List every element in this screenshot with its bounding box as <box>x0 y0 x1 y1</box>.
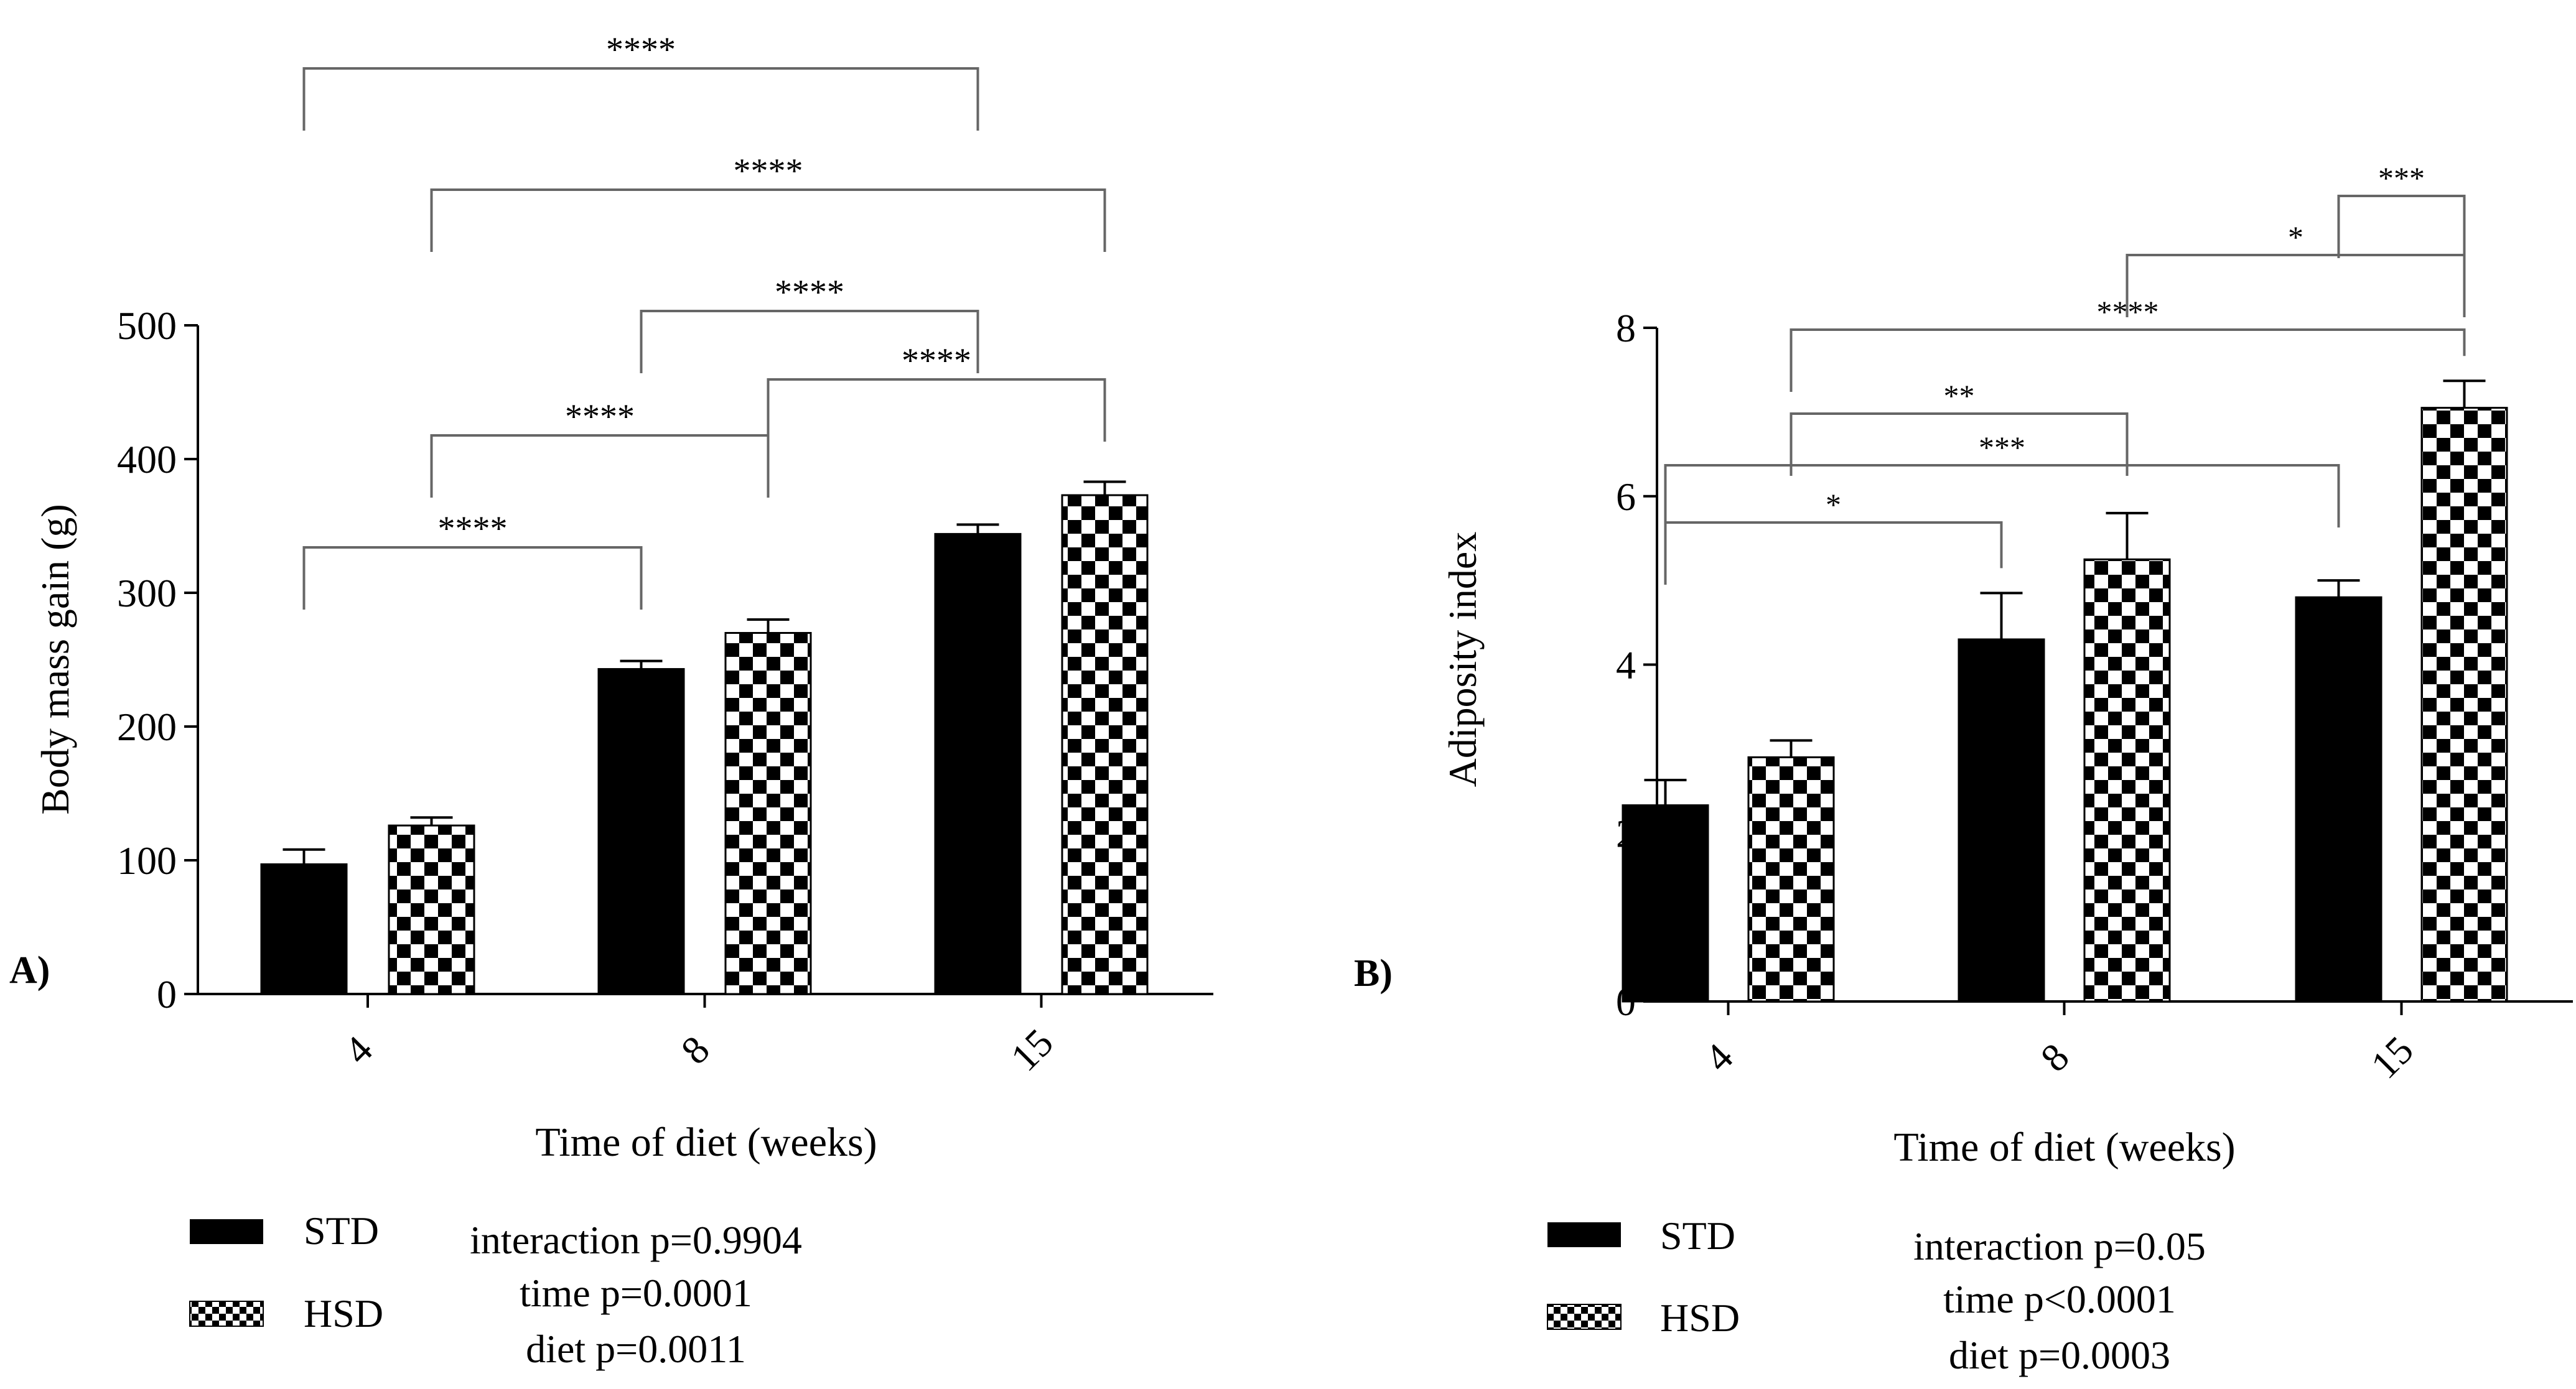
y-tick-label: 400 <box>117 437 177 481</box>
bar-std-15 <box>934 532 1022 995</box>
x-tick-label: 15 <box>1002 1020 1062 1079</box>
bar-std-4 <box>1622 804 1709 1003</box>
significance-bracket <box>1664 521 2003 585</box>
bar-hsd-4 <box>1747 756 1835 1003</box>
x-tick-label: 4 <box>1696 1034 1742 1080</box>
y-tick-label: 300 <box>117 571 177 615</box>
stats-line: diet p=0.0003 <box>1949 1333 2170 1377</box>
significance-label: **** <box>565 397 635 436</box>
bar-std-8 <box>1958 638 2045 1003</box>
significance-bracket <box>2337 195 2466 258</box>
y-tick-label: 200 <box>117 705 177 749</box>
legend-swatch-std <box>190 1219 263 1244</box>
significance-label: **** <box>606 30 676 69</box>
stats-line: time p=0.0001 <box>520 1271 752 1315</box>
significance-label: * <box>2288 220 2303 254</box>
y-tick-label: 500 <box>117 304 177 348</box>
bar-hsd-15 <box>2420 407 2508 1003</box>
significance-bracket <box>640 310 979 373</box>
significance-label: *** <box>2378 160 2425 195</box>
legend-label-std: STD <box>1660 1214 1735 1258</box>
significance-bracket <box>767 378 1106 442</box>
panel-label: B) <box>1354 952 1393 995</box>
significance-label: **** <box>438 509 508 548</box>
significance-bracket <box>302 67 979 131</box>
bar-hsd-15 <box>1061 494 1149 995</box>
panel-a: 0 100 200 300 400 500 4 8 15 Time of diet (weeks)… <box>9 30 1213 1371</box>
legend-swatch-hsd <box>1547 1304 1622 1330</box>
stats-line: diet p=0.0011 <box>526 1327 746 1371</box>
stats-line: interaction p=0.05 <box>1913 1224 2206 1268</box>
stats-line: time p<0.0001 <box>1943 1277 2176 1321</box>
significance-label: **** <box>775 273 844 312</box>
significance-label: **** <box>734 152 803 190</box>
y-tick-label: 4 <box>1616 643 1636 687</box>
bar-hsd-8 <box>2083 558 2171 1003</box>
legend-label-hsd: HSD <box>304 1291 383 1336</box>
y-tick-label: 100 <box>117 839 177 883</box>
panel-b: 024684815Time of diet (weeks)Adiposity i… <box>1354 160 2573 1377</box>
bar-hsd-8 <box>724 632 812 995</box>
significance-label: * <box>1826 487 1841 522</box>
x-tick-label: 4 <box>335 1027 381 1072</box>
significance-label: ** <box>1944 378 1975 413</box>
legend-label-hsd: HSD <box>1660 1296 1740 1340</box>
significance-bracket <box>430 434 770 498</box>
legend-swatch-std <box>1547 1222 1621 1247</box>
x-tick-label: 8 <box>673 1027 718 1072</box>
x-axis-label: Time of diet (weeks) <box>535 1120 877 1165</box>
bar-std-15 <box>2295 596 2382 1003</box>
y-tick-label: 8 <box>1616 306 1636 350</box>
significance-bracket <box>2126 254 2466 317</box>
x-tick-label: 15 <box>2363 1028 2422 1087</box>
bar-std-4 <box>260 863 348 995</box>
significance-bracket <box>1790 412 2129 476</box>
legend-swatch-hsd <box>189 1301 264 1327</box>
significance-label: **** <box>902 341 971 380</box>
x-tick-label: 8 <box>2032 1034 2078 1080</box>
y-axis-label: Adiposity index <box>1440 532 1485 787</box>
y-tick-label: 0 <box>157 972 177 1016</box>
x-axis-label: Time of diet (weeks) <box>1893 1125 2235 1170</box>
y-tick-label: 6 <box>1616 475 1636 519</box>
panel-label: A) <box>9 949 50 992</box>
bar-hsd-4 <box>388 824 475 995</box>
y-axis-label: Body mass gain (g) <box>33 504 77 815</box>
significance-label: *** <box>1979 430 2025 465</box>
significance-bracket <box>430 188 1106 252</box>
bar-std-8 <box>597 668 685 995</box>
significance-bracket <box>1664 464 2340 527</box>
significance-bracket <box>1790 328 2466 392</box>
significance-bracket <box>302 546 643 610</box>
legend-label-std: STD <box>304 1209 379 1253</box>
stats-line: interaction p=0.9904 <box>470 1218 802 1262</box>
